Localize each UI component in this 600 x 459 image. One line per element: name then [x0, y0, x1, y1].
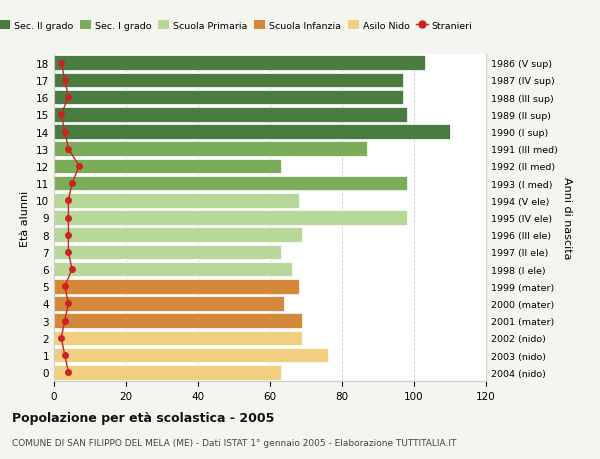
Bar	[54, 176, 407, 191]
Point	[74, 163, 84, 170]
Point	[64, 231, 73, 239]
Y-axis label: Anni di nascita: Anni di nascita	[562, 177, 572, 259]
Point	[67, 180, 77, 187]
Text: COMUNE DI SAN FILIPPO DEL MELA (ME) - Dati ISTAT 1° gennaio 2005 - Elaborazione : COMUNE DI SAN FILIPPO DEL MELA (ME) - Da…	[12, 438, 457, 448]
Point	[64, 369, 73, 376]
Point	[56, 60, 66, 67]
Bar	[54, 73, 403, 88]
Bar	[54, 194, 299, 208]
Bar	[54, 245, 281, 260]
Point	[64, 300, 73, 308]
Bar	[54, 280, 299, 294]
Bar	[54, 91, 403, 105]
Point	[56, 112, 66, 119]
Bar	[54, 331, 302, 345]
Point	[64, 94, 73, 101]
Point	[60, 317, 70, 325]
Point	[64, 146, 73, 153]
Y-axis label: Età alunni: Età alunni	[20, 190, 31, 246]
Point	[60, 77, 70, 84]
Bar	[54, 108, 407, 123]
Bar	[54, 262, 292, 277]
Bar	[54, 313, 302, 328]
Bar	[54, 142, 367, 157]
Point	[64, 197, 73, 205]
Point	[60, 129, 70, 136]
Bar	[54, 348, 328, 363]
Point	[64, 214, 73, 222]
Bar	[54, 159, 281, 174]
Point	[56, 335, 66, 342]
Point	[67, 266, 77, 273]
Point	[60, 283, 70, 290]
Bar	[54, 56, 425, 71]
Bar	[54, 297, 284, 311]
Legend: Sec. II grado, Sec. I grado, Scuola Primaria, Scuola Infanzia, Asilo Nido, Stran: Sec. II grado, Sec. I grado, Scuola Prim…	[0, 17, 476, 34]
Bar	[54, 228, 302, 242]
Bar	[54, 211, 407, 225]
Text: Popolazione per età scolastica - 2005: Popolazione per età scolastica - 2005	[12, 411, 274, 424]
Bar	[54, 365, 281, 380]
Point	[64, 249, 73, 256]
Bar	[54, 125, 450, 140]
Point	[60, 352, 70, 359]
